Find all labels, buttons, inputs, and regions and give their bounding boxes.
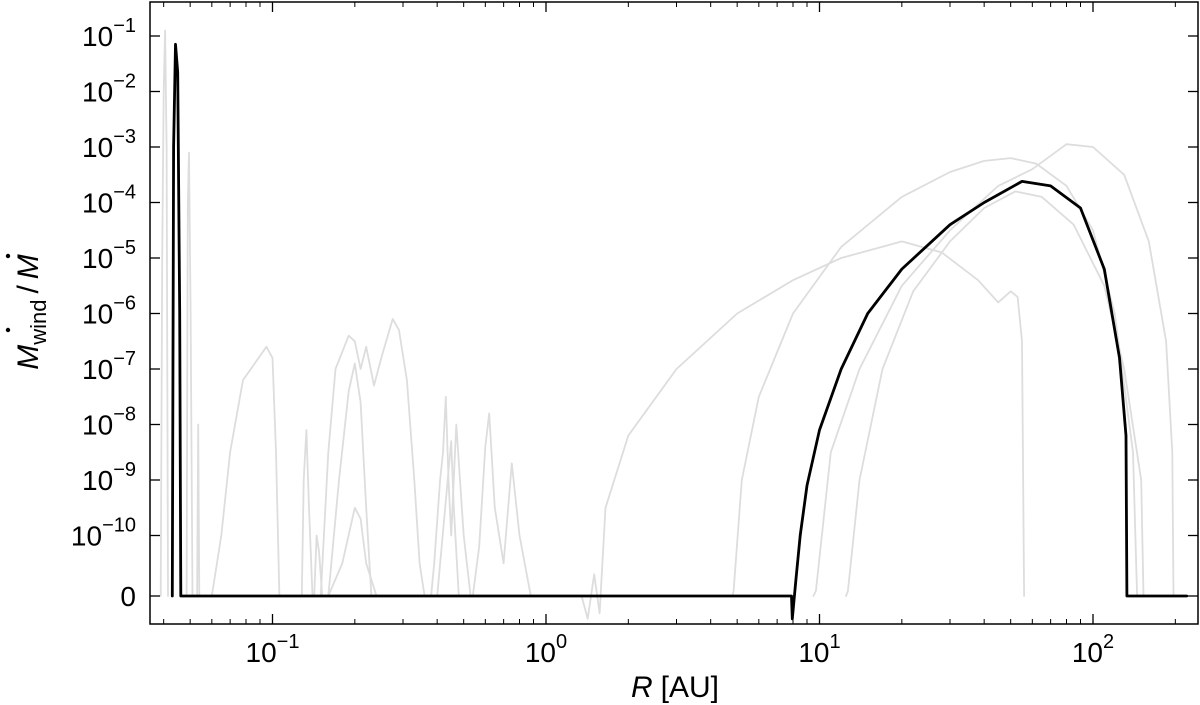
x-tick-label: 100 — [525, 631, 567, 668]
x-tick-label: 101 — [798, 631, 840, 668]
series-line-highlight — [170, 42, 1189, 621]
y-axis-label: Mwind/M — [12, 254, 51, 370]
series-line-1 — [159, 29, 169, 597]
x-tick-label: 10−1 — [246, 631, 300, 668]
y-tick-label: 10−3 — [82, 126, 136, 163]
series-line-5 — [300, 429, 314, 597]
series-line-4 — [210, 345, 281, 597]
series-line-10 — [430, 395, 472, 597]
series-line-8 — [327, 362, 373, 597]
y-axis-label-dot-2 — [5, 253, 11, 259]
x-tick-label: 102 — [1072, 631, 1114, 668]
y-tick-label: 0 — [120, 581, 136, 612]
series-line-13 — [580, 240, 1025, 620]
tick-label-layer: 10−1 100 101 102 0 10−10 10−9 10−8 10−7 10−6 10−5 1… — [71, 15, 1114, 668]
y-tick-label: 10−5 — [82, 237, 136, 274]
series-line-15 — [812, 143, 1175, 597]
series-line-7 — [319, 318, 426, 597]
y-tick-label: 10−2 — [82, 71, 136, 108]
y-tick-label: 10−8 — [82, 404, 136, 441]
series-line-14 — [731, 157, 1138, 597]
series-line-3 — [196, 423, 201, 597]
series-line-16 — [845, 190, 1145, 597]
y-tick-label: 10−1 — [82, 15, 136, 52]
y-tick-label: 10−10 — [71, 515, 136, 552]
y-tick-label: 10−7 — [82, 348, 136, 385]
y-tick-label: 10−6 — [82, 293, 136, 330]
y-axis-label-dot-1 — [5, 327, 11, 333]
series-line-2 — [185, 151, 194, 597]
series-line-11 — [436, 440, 460, 597]
series-line-6 — [313, 534, 324, 597]
tick-layer — [150, 2, 1198, 624]
x-axis-label: R [AU] — [631, 671, 719, 704]
series-line-9 — [327, 506, 378, 597]
y-tick-label: 10−9 — [82, 459, 136, 496]
plot-frame — [149, 1, 1199, 625]
series-line-12 — [471, 412, 532, 597]
y-tick-label: 10−4 — [82, 182, 136, 219]
series-layer — [159, 29, 1189, 621]
